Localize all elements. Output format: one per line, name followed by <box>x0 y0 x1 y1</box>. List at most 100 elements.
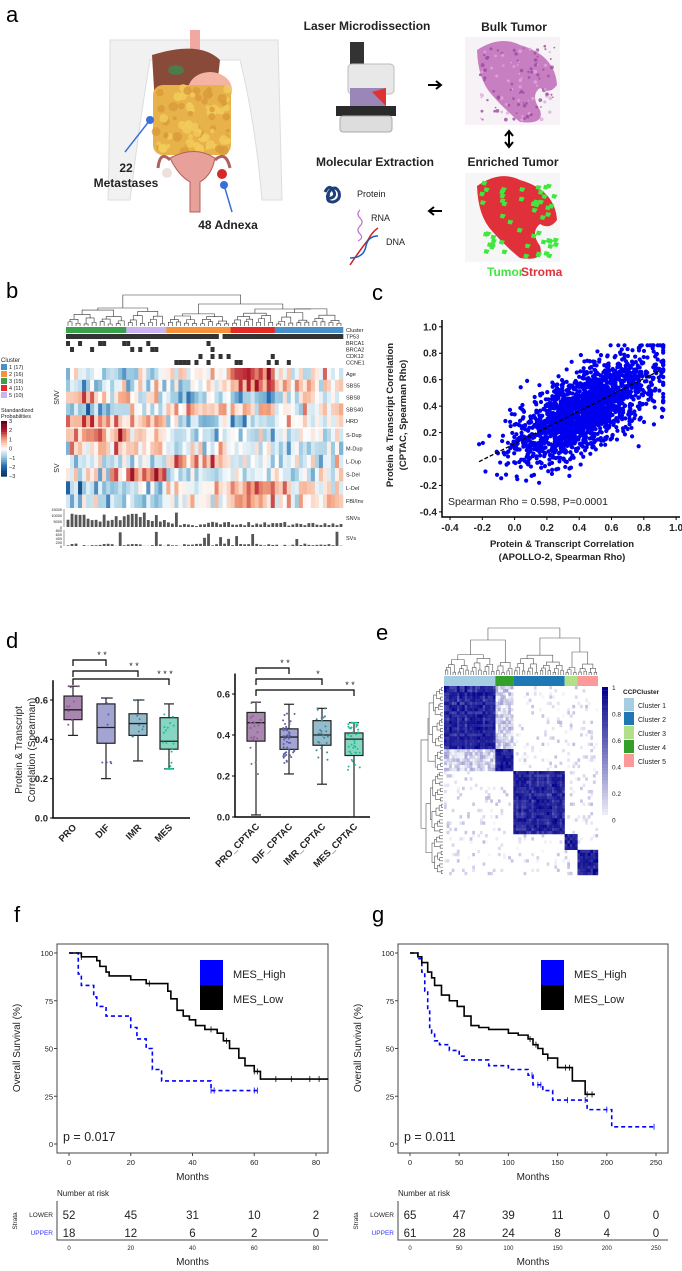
consensus-cell <box>482 686 486 690</box>
legend-item-label: 2 (16) <box>9 372 24 378</box>
scatter-point <box>646 392 651 397</box>
tissue-texture <box>493 109 497 113</box>
consensus-cell <box>515 752 519 756</box>
heatmap-cell <box>330 468 336 482</box>
heatmap-cell <box>234 481 239 495</box>
consensus-cell <box>487 733 491 737</box>
consensus-cell <box>495 739 499 743</box>
heatmap-cell <box>66 441 71 456</box>
box-DIF <box>96 697 116 780</box>
scatter-point <box>641 348 647 354</box>
consensus-cell <box>477 742 481 747</box>
consensus-cell <box>459 714 463 718</box>
consensus-cell <box>518 774 522 778</box>
heatmap-cell <box>226 391 231 404</box>
heatmap-cell <box>210 494 215 508</box>
heatmap-cell <box>86 415 91 428</box>
heatmap-cell <box>102 415 107 428</box>
cluster-cell <box>222 327 227 333</box>
consensus-cell <box>500 717 504 721</box>
consensus-cell <box>551 812 555 816</box>
consensus-cell <box>513 780 517 784</box>
heatmap-cell <box>98 481 103 495</box>
consensus-cell <box>582 726 586 731</box>
scatter-point <box>563 464 568 470</box>
heatmap-cell <box>182 428 187 442</box>
consensus-cell <box>549 789 552 794</box>
consensus-cell <box>569 793 573 797</box>
consensus-cell <box>469 692 473 696</box>
consensus-cell <box>472 686 475 690</box>
heatmap-cell <box>326 441 332 456</box>
consensus-cell <box>444 695 447 699</box>
heatmap-cell <box>166 368 171 381</box>
consensus-cell <box>500 742 504 747</box>
consensus-cell <box>464 752 468 756</box>
heatmap-cell <box>282 391 288 404</box>
cluster-cell <box>338 327 344 333</box>
heatmap-cell <box>110 441 115 456</box>
heatmap-cell <box>314 454 320 469</box>
heatmap-cell <box>138 494 143 508</box>
tissue-texture <box>521 115 524 118</box>
track-bar <box>219 537 222 546</box>
heatmap-cell <box>226 481 231 495</box>
scatter-point <box>483 469 488 474</box>
consensus-cell <box>492 726 496 731</box>
heatmap-cell <box>278 481 284 495</box>
data-point <box>349 750 352 753</box>
tissue-texture <box>518 85 522 89</box>
heatmap-cell <box>282 481 288 495</box>
consensus-cell <box>533 755 537 759</box>
consensus-cell <box>467 692 470 696</box>
heatmap-cell <box>114 428 119 442</box>
heatmap-cell <box>278 454 284 469</box>
consensus-cell <box>549 805 552 810</box>
dendrogram-branch <box>330 320 340 324</box>
heatmap-cell <box>330 415 336 428</box>
cluster-cell <box>194 327 199 333</box>
cluster-cell <box>174 327 179 333</box>
consensus-cell <box>538 799 542 803</box>
tp53-mutation-cell <box>98 334 103 339</box>
track-bar <box>215 544 218 546</box>
consensus-cell <box>570 721 573 724</box>
data-point <box>106 723 109 726</box>
heatmap-cell <box>226 368 231 381</box>
consensus-cell <box>469 695 473 699</box>
consensus-cell <box>503 698 506 702</box>
data-point <box>255 701 258 704</box>
heatmap-cell <box>174 454 179 469</box>
data-point <box>71 719 74 722</box>
heatmap-cell <box>210 428 215 442</box>
consensus-cell <box>497 739 501 743</box>
data-point <box>317 732 320 735</box>
consensus-cell <box>474 701 478 706</box>
cluster-cell <box>226 327 231 333</box>
intestine-texture <box>192 86 201 95</box>
y-tick-label: 0.0 <box>35 814 48 825</box>
consensus-cell <box>577 777 581 781</box>
consensus-cell <box>472 755 475 759</box>
consensus-cell <box>474 752 478 756</box>
heatmap-cell <box>198 441 203 456</box>
heatmap-cell <box>174 441 179 456</box>
consensus-cell <box>508 717 511 721</box>
heatmap-cell <box>146 468 151 482</box>
consensus-cell <box>490 745 493 750</box>
box-IMR <box>128 698 148 762</box>
consensus-cell <box>554 774 558 778</box>
heatmap-cell <box>282 494 288 508</box>
heatmap-cell <box>270 428 276 442</box>
heatmap-cell <box>110 379 115 392</box>
consensus-cell <box>444 799 447 802</box>
consensus-cell <box>459 686 463 690</box>
scatter-point <box>575 436 581 442</box>
track-bar <box>239 524 243 527</box>
consensus-cell <box>459 730 463 734</box>
heatmap-cell <box>326 494 332 508</box>
track-bar <box>271 544 275 546</box>
tissue-texture <box>540 106 542 108</box>
data-point <box>138 724 141 727</box>
consensus-cell <box>472 802 475 806</box>
